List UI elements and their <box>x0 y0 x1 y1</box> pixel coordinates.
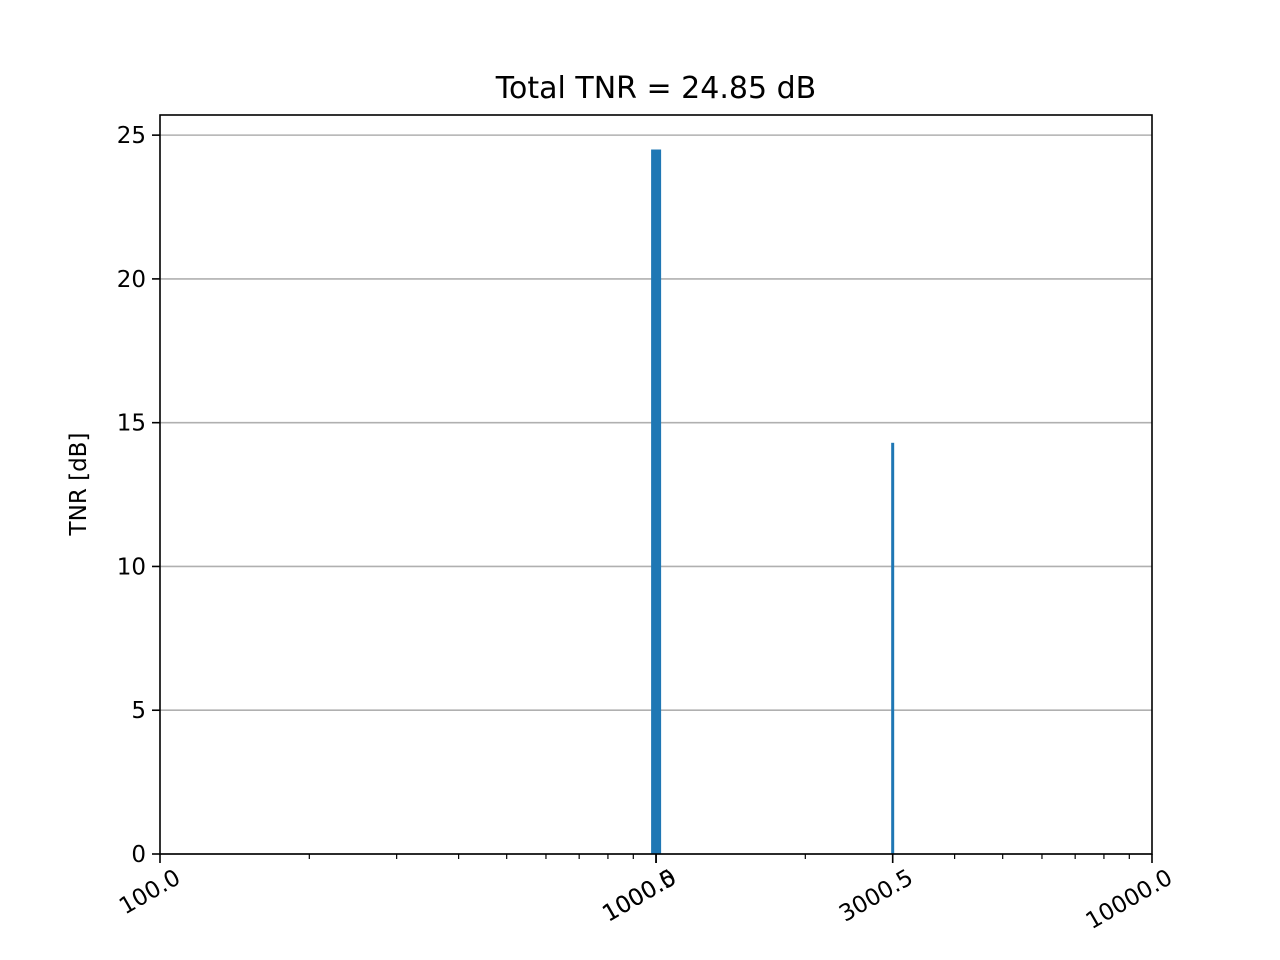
bar-0 <box>651 149 662 854</box>
x-tick-label: 10000.0 <box>1082 865 1177 935</box>
y-axis-label: TNR [dB] <box>66 433 92 537</box>
bars <box>651 149 895 854</box>
x-tick-label: 1000.5 <box>598 865 681 928</box>
y-tick-label: 10 <box>117 554 146 580</box>
chart-title: Total TNR = 24.85 dB <box>495 71 816 106</box>
bar-1 <box>891 442 895 854</box>
y-tick-label: 5 <box>131 698 146 724</box>
x-tick-label: 3000.5 <box>835 865 918 928</box>
y-tick-label: 0 <box>131 842 146 868</box>
y-tick-label: 20 <box>117 267 146 293</box>
y-tick-label: 15 <box>117 411 146 437</box>
y-tick-label: 25 <box>117 123 146 149</box>
y-axis: 0 5 10 15 20 25 <box>117 123 160 868</box>
x-tick-label: 100.0 <box>115 865 185 920</box>
